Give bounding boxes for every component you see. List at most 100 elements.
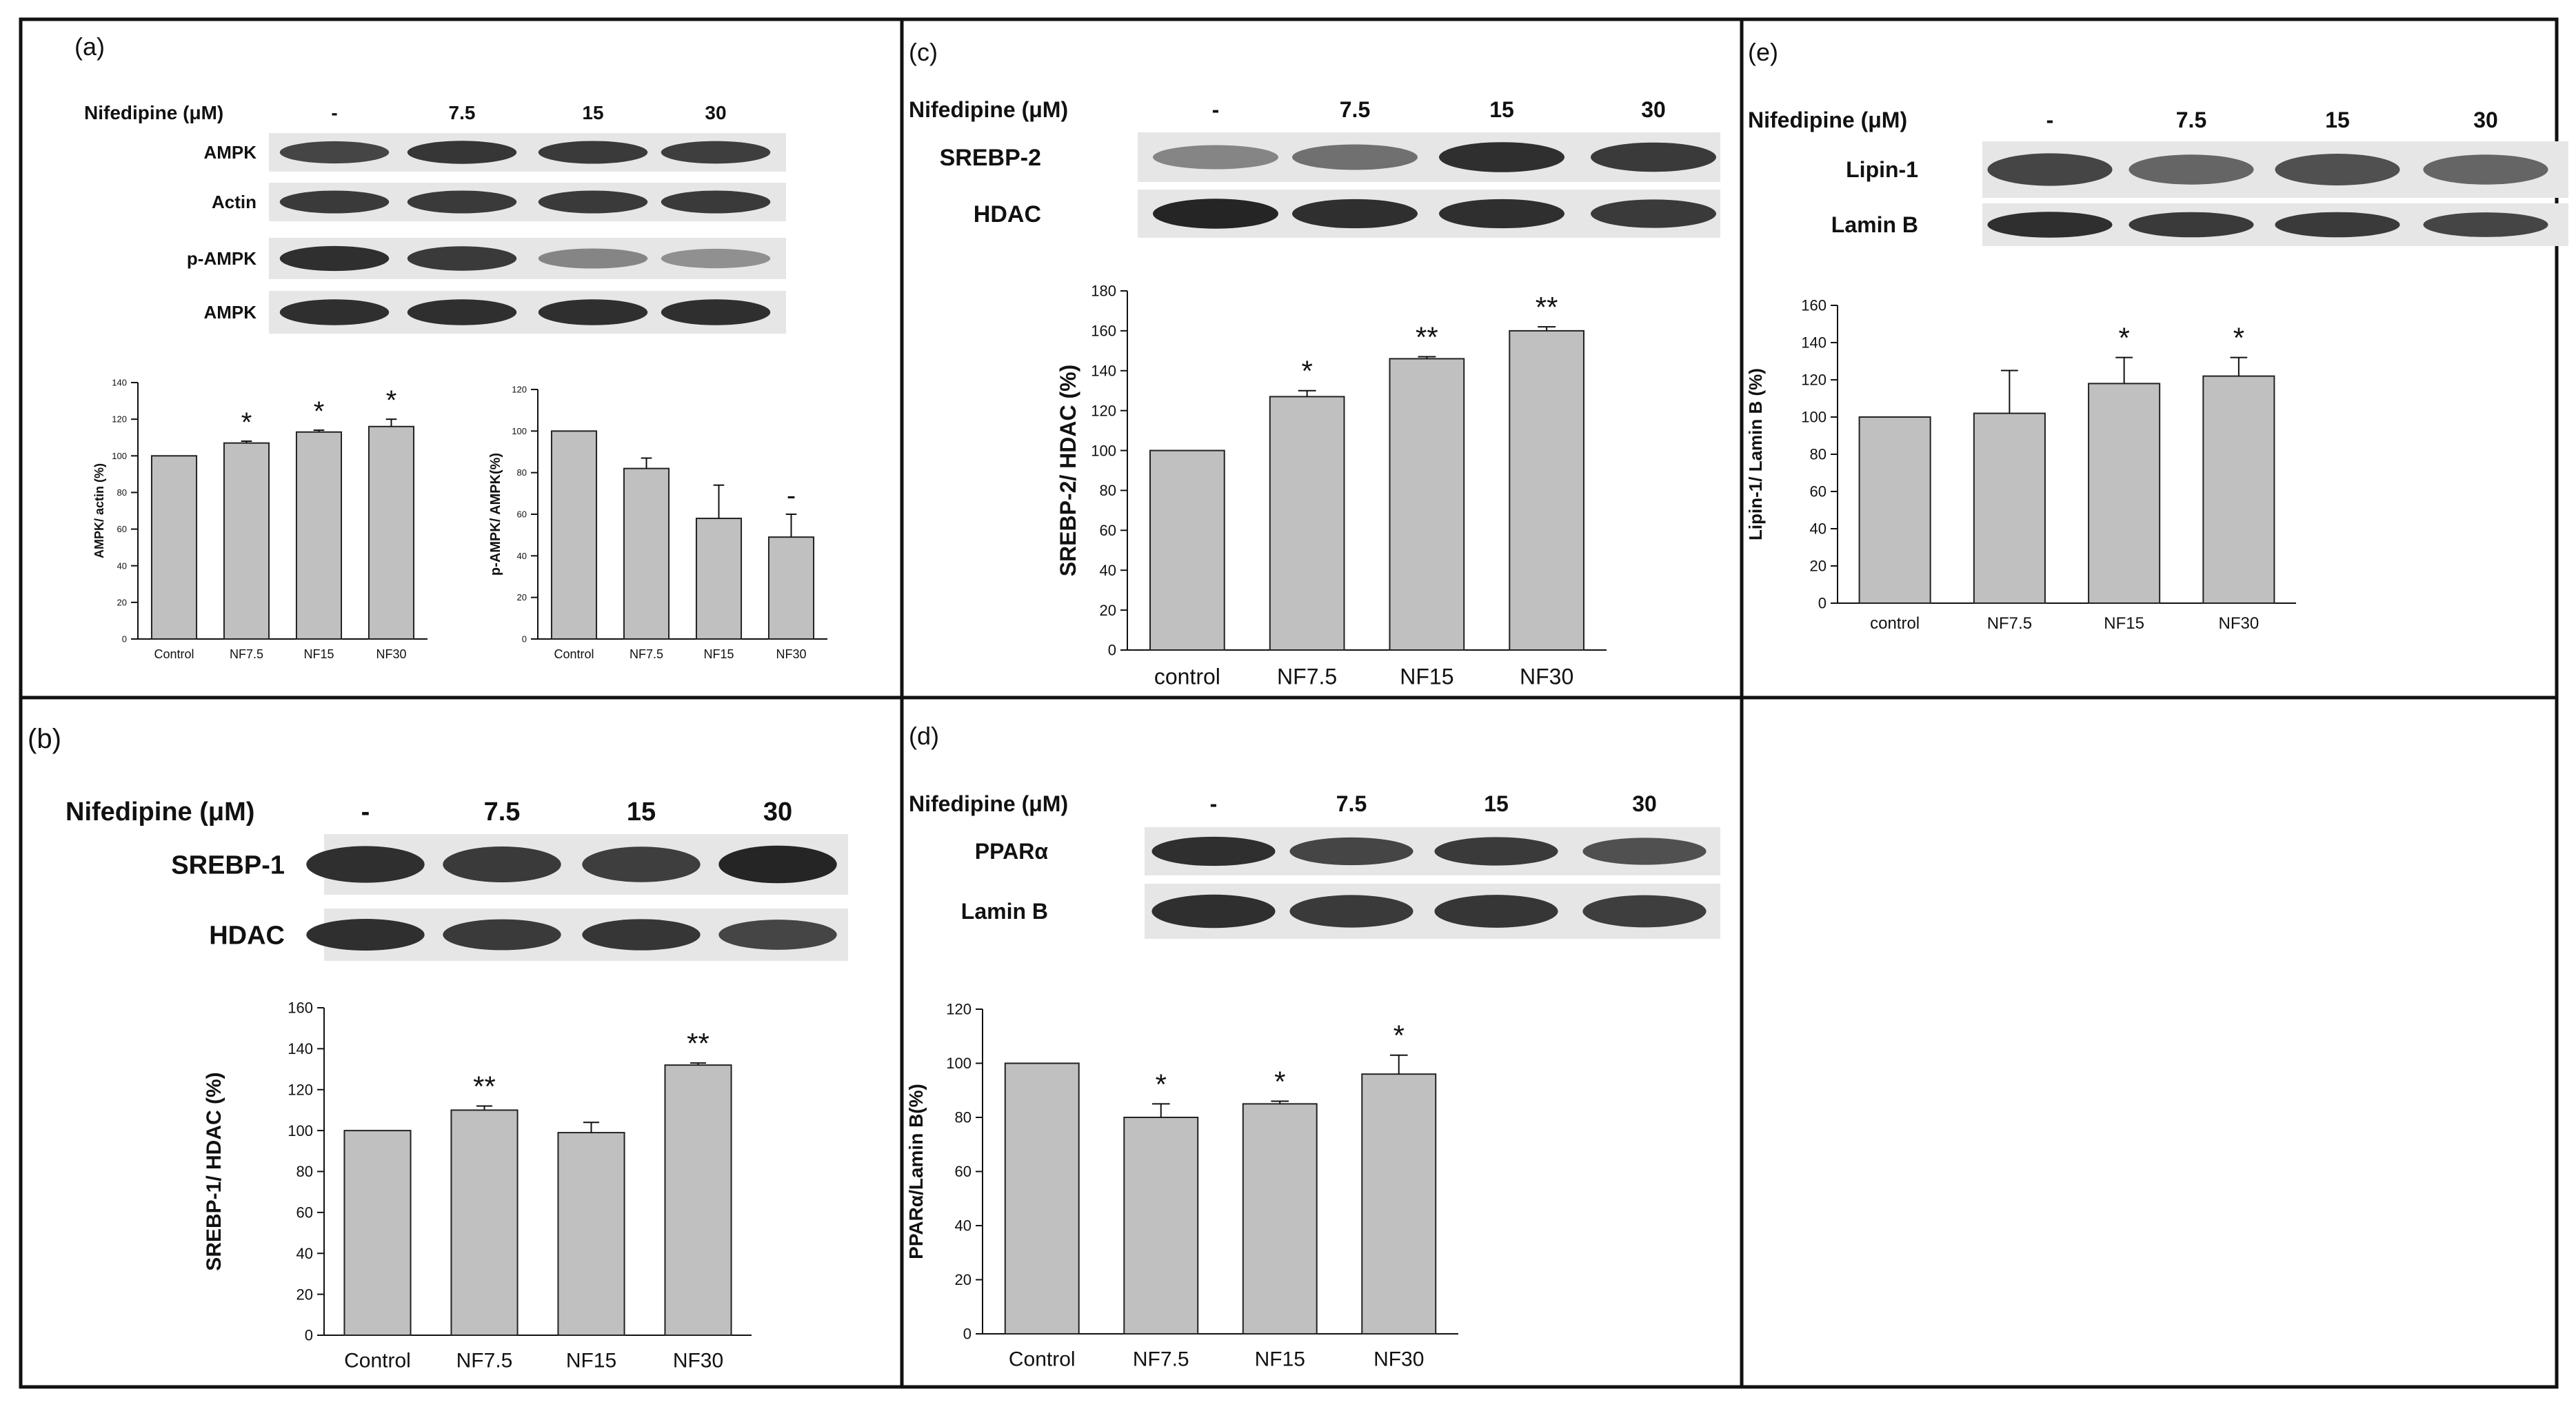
lane-label: 15 bbox=[582, 102, 603, 123]
blot-band bbox=[2275, 212, 2400, 238]
y-tick-label: 60 bbox=[517, 509, 527, 520]
y-tick-label: 20 bbox=[517, 592, 527, 602]
blot-band bbox=[718, 845, 837, 884]
x-category-label: NF15 bbox=[703, 647, 734, 661]
bar-chart-a-0: 0 20 40 60 80 100 120 140 Control * NF7.5 * NF15 * NF3… bbox=[92, 378, 427, 661]
bar-chart-c-3: 0 20 40 60 80 100 120 140 160 180 control * NF7.5 ** N… bbox=[1056, 283, 1607, 689]
bar bbox=[2202, 375, 2275, 604]
y-axis-label: AMPK/ actin (%) bbox=[92, 463, 106, 558]
blot-band bbox=[1152, 199, 1279, 229]
x-category-label: NF15 bbox=[1400, 665, 1453, 689]
blot-band bbox=[1434, 837, 1558, 866]
y-tick-label: 40 bbox=[955, 1217, 972, 1235]
y-tick-label: 100 bbox=[1091, 442, 1116, 459]
lane-label: 15 bbox=[1484, 791, 1509, 816]
y-tick-label: 100 bbox=[288, 1122, 313, 1139]
y-tick-label: 80 bbox=[1100, 482, 1116, 499]
panel-d: (d) Nifedipine (μM) - 7.5 15 30 PPARα Lamin B bbox=[909, 722, 1720, 939]
blot-band bbox=[2275, 154, 2400, 185]
blot-band bbox=[2129, 212, 2254, 238]
bar bbox=[1004, 1062, 1080, 1335]
x-category-label: NF30 bbox=[376, 647, 406, 661]
lane-label: 7.5 bbox=[1340, 97, 1370, 122]
blot-band bbox=[2129, 154, 2254, 185]
bar bbox=[1858, 416, 1931, 604]
x-category-label: NF15 bbox=[566, 1350, 616, 1372]
y-tick-label: 20 bbox=[117, 597, 127, 607]
x-category-label: NF15 bbox=[303, 647, 334, 661]
y-tick-label: 60 bbox=[117, 524, 127, 534]
y-tick-label: 80 bbox=[955, 1109, 972, 1126]
blot-band bbox=[1291, 199, 1418, 229]
significance-mark: * bbox=[1156, 1068, 1167, 1100]
x-category-label: NF7.5 bbox=[1277, 665, 1337, 689]
x-category-label: Control bbox=[1009, 1348, 1076, 1371]
protein-label: HDAC bbox=[209, 921, 285, 950]
bar-chart-b-2: 0 20 40 60 80 100 120 140 160 Control ** NF7.5 NF15 *… bbox=[203, 1000, 752, 1372]
protein-label: PPARα bbox=[975, 839, 1049, 864]
blot-band bbox=[661, 248, 771, 269]
bar-chart-a-1: 0 20 40 60 80 100 120 Control NF7.5 NF15 - NF30 p-AM… bbox=[488, 385, 827, 661]
panel-letter: (d) bbox=[909, 722, 939, 750]
y-tick-label: 40 bbox=[1810, 520, 1827, 538]
y-tick-label: 80 bbox=[1810, 446, 1827, 463]
bar bbox=[1242, 1103, 1318, 1335]
bar bbox=[1509, 329, 1584, 651]
blot-band bbox=[1434, 895, 1558, 928]
x-category-label: NF7.5 bbox=[456, 1350, 513, 1372]
y-tick-label: 120 bbox=[112, 414, 127, 425]
y-axis-label: SREBP-2/ HDAC (%) bbox=[1056, 365, 1080, 577]
panel-e: (e) Nifedipine (μM) - 7.5 15 30 Lipin-1 Lamin B bbox=[1748, 38, 2568, 246]
y-tick-label: 140 bbox=[1801, 334, 1827, 352]
bar bbox=[695, 518, 743, 640]
y-tick-label: 40 bbox=[517, 551, 527, 561]
y-tick-label: 0 bbox=[305, 1327, 313, 1344]
bar bbox=[623, 467, 670, 640]
bar bbox=[1123, 1117, 1199, 1335]
y-tick-label: 140 bbox=[288, 1040, 313, 1057]
lane-label: 30 bbox=[705, 102, 726, 123]
bar-chart-d-4: 0 20 40 60 80 100 120 Control * NF7.5 * NF15 * NF30 PP… bbox=[905, 1001, 1458, 1371]
blot-band bbox=[1987, 153, 2113, 186]
y-tick-label: 160 bbox=[1801, 297, 1827, 314]
panel-a: (a) Nifedipine (μM) - 7.5 15 30 AMPK Actin p-AMP… bbox=[74, 32, 786, 334]
protein-label: Lipin-1 bbox=[1846, 157, 1918, 182]
lane-label: 15 bbox=[627, 798, 656, 826]
y-tick-label: 100 bbox=[1801, 409, 1827, 426]
y-axis-label: p-AMPK/ AMPK(%) bbox=[488, 453, 503, 576]
blot-band bbox=[2423, 212, 2548, 237]
blot-band bbox=[279, 141, 390, 164]
y-tick-label: 180 bbox=[1091, 283, 1116, 300]
y-tick-label: 120 bbox=[512, 385, 527, 395]
lane-label: 30 bbox=[1632, 791, 1657, 816]
x-category-label: NF7.5 bbox=[230, 647, 263, 661]
blot-band bbox=[279, 245, 390, 272]
y-tick-label: 80 bbox=[517, 467, 527, 478]
blot-band bbox=[538, 190, 648, 214]
lane-label: - bbox=[331, 102, 337, 123]
lane-label: - bbox=[1212, 97, 1220, 122]
protein-label: p-AMPK bbox=[187, 248, 256, 269]
blot-band bbox=[1151, 836, 1276, 866]
significance-mark: * bbox=[386, 385, 397, 416]
blot-band bbox=[1152, 145, 1279, 170]
y-tick-label: 100 bbox=[946, 1055, 972, 1072]
panel-letter: (c) bbox=[909, 38, 938, 66]
blot-band bbox=[1289, 895, 1413, 928]
y-axis-label: SREBP-1/ HDAC (%) bbox=[203, 1072, 225, 1270]
x-category-label: NF15 bbox=[1255, 1348, 1305, 1371]
lane-label: 30 bbox=[763, 798, 792, 826]
y-tick-label: 100 bbox=[112, 451, 127, 461]
significance-mark: * bbox=[1301, 355, 1312, 387]
blot-band bbox=[407, 190, 517, 214]
bar bbox=[450, 1109, 519, 1336]
blot-band bbox=[582, 919, 701, 951]
y-tick-label: 140 bbox=[1091, 362, 1116, 379]
significance-mark: * bbox=[1274, 1065, 1285, 1097]
lane-label: 30 bbox=[1641, 97, 1666, 122]
blot-band bbox=[1438, 199, 1565, 229]
significance-mark: - bbox=[787, 480, 796, 511]
bar bbox=[295, 431, 343, 640]
y-tick-label: 60 bbox=[1810, 483, 1827, 500]
protein-label: AMPK bbox=[203, 142, 256, 163]
